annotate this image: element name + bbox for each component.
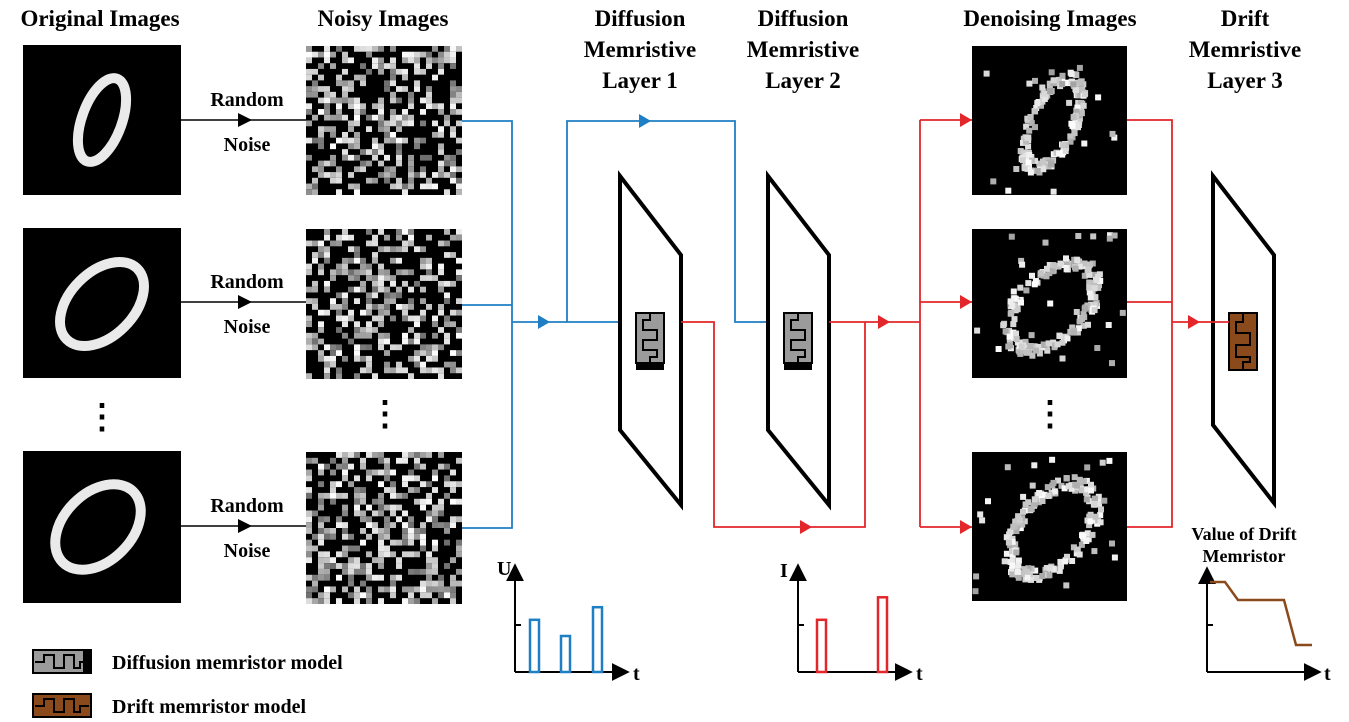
diffusion-layer1-header-line1: Diffusion xyxy=(595,6,686,31)
denoising-images-header: Denoising Images xyxy=(963,6,1136,31)
random-noise-arrow-2 xyxy=(181,295,306,309)
red-arrowhead-out2 xyxy=(960,295,972,309)
voltage-pulse-3 xyxy=(591,605,604,674)
random-label-3: Random xyxy=(210,495,284,517)
drift-layer3-header-line2: Memristive xyxy=(1189,37,1301,62)
red-arrowhead-loop xyxy=(800,520,812,534)
diffusion-layer2-header-line2: Memristive xyxy=(747,37,859,62)
legend-drift-swatch xyxy=(32,693,92,718)
original-images-header: Original Images xyxy=(20,6,179,31)
voltage-pulse-2 xyxy=(559,634,572,674)
blue-arrowhead-bypass xyxy=(639,114,651,128)
legend-diffusion-swatch xyxy=(32,649,92,674)
noisy-images-header: Noisy Images xyxy=(318,6,449,31)
red-arrowhead-out3 xyxy=(960,520,972,534)
random-label-2: Random xyxy=(210,271,284,293)
noise-label-1: Noise xyxy=(224,134,271,156)
diffusion-layer1-header-line3: Layer 1 xyxy=(602,68,678,93)
voltage-pulse-plot xyxy=(506,563,630,681)
drift-layer3-header-line1: Drift xyxy=(1221,6,1270,31)
denoising-image-1 xyxy=(972,46,1127,195)
ellipsis-denoising: ⋮ xyxy=(1033,396,1067,433)
denoising-image-3 xyxy=(972,452,1127,601)
current-plot-ylabel: I xyxy=(780,560,788,582)
diffusion-layer2-header-line3: Layer 2 xyxy=(765,68,841,93)
noise-label-2: Noise xyxy=(224,316,271,338)
drift-value-line xyxy=(1210,580,1312,647)
ellipsis-noisy: ⋮ xyxy=(368,396,402,433)
drift-memristor-icon-layer3 xyxy=(1228,312,1258,371)
diffusion-layer2-header-line1: Diffusion xyxy=(758,6,849,31)
red-arrowhead-out1 xyxy=(960,113,972,127)
noisy-image-1 xyxy=(306,46,462,195)
random-label-1: Random xyxy=(210,89,284,111)
drift-plot-title-line2: Memristor xyxy=(1203,546,1286,566)
voltage-plot-xlabel: t xyxy=(633,663,640,685)
drift-plot-title-line1: Value of Drift xyxy=(1191,524,1296,544)
drift-value-plot xyxy=(1198,566,1322,681)
current-pulse-1 xyxy=(815,618,828,674)
red-signal-path xyxy=(681,119,1229,528)
drift-layer3-header-line3: Layer 3 xyxy=(1207,68,1283,93)
noisy-image-3 xyxy=(306,452,462,604)
noisy-image-2 xyxy=(306,229,462,379)
denoising-image-2 xyxy=(972,229,1127,378)
diffusion-memristor-icon-layer2 xyxy=(783,312,813,370)
voltage-plot-ylabel: U xyxy=(497,558,511,580)
current-plot-xlabel: t xyxy=(916,663,923,685)
voltage-pulse-1 xyxy=(528,618,541,674)
noise-label-3: Noise xyxy=(224,540,271,562)
blue-arrowhead-merge xyxy=(538,315,550,329)
diffusion-layer1-header-line2: Memristive xyxy=(584,37,696,62)
diffusion-memristor-icon-layer1 xyxy=(635,312,665,370)
legend-diffusion-label: Diffusion memristor model xyxy=(112,652,343,674)
legend-drift-label: Drift memristor model xyxy=(112,696,306,718)
current-pulse-2 xyxy=(876,596,889,674)
red-arrowhead-drift xyxy=(1188,315,1200,329)
random-noise-arrow-1 xyxy=(181,113,306,127)
original-image-2 xyxy=(23,228,181,378)
ellipsis-original: ⋮ xyxy=(85,399,119,436)
drift-plot-xlabel: t xyxy=(1324,663,1331,685)
red-arrowhead-merge xyxy=(878,315,890,329)
original-image-3 xyxy=(23,451,181,603)
current-pulse-plot xyxy=(789,563,913,681)
original-image-1 xyxy=(23,45,181,195)
random-noise-arrow-3 xyxy=(181,519,306,533)
